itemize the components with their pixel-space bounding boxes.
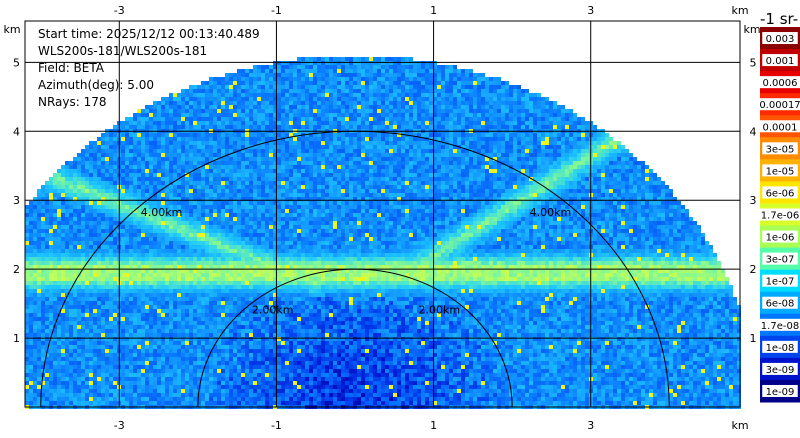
colorbar-label-bg [762, 164, 798, 177]
colorbar-label: 0.001 [766, 56, 795, 67]
colorbar-label-bg [755, 318, 800, 331]
colorbar-label: 1e-06 [766, 233, 795, 244]
y-tick-label-left: 3 [13, 194, 20, 207]
colorbar-label: 1e-09 [766, 387, 795, 398]
colorbar-label: 0.0001 [763, 122, 798, 133]
y-tick-label-left: 1 [13, 332, 20, 345]
x-tick-label-top: -3 [114, 4, 125, 17]
range-ring [197, 268, 513, 408]
colorbar-label-bg [762, 32, 798, 45]
colorbar-title: -1 sr- [760, 10, 799, 28]
colorbar-label-bg [755, 98, 800, 111]
field-label: Field: BETA [38, 61, 104, 75]
y-tick-label-right: 3 [750, 194, 757, 207]
instrument-label: WLS200s-181/WLS200s-181 [38, 44, 208, 58]
colorbar-label: 6e-08 [766, 299, 795, 310]
y-tick-label-left: 4 [13, 125, 20, 138]
colorbar-label: 6e-06 [766, 188, 795, 199]
colorbar-label-bg [759, 120, 800, 133]
x-tick-label-bottom: 3 [587, 419, 594, 432]
colorbar-label-bg [762, 142, 798, 155]
y-unit-label-left: km [3, 23, 20, 36]
y-tick-label-left: 2 [13, 263, 20, 276]
x-unit-label-top: km [731, 4, 748, 17]
colorbar-label-bg [762, 296, 798, 309]
colorbar: 0.003 0.001 0.0006 0.00017 0.0001 3e-05 1e-05 6… [755, 27, 800, 403]
colorbar-label: 1e-07 [766, 277, 795, 288]
y-tick-label-right: 5 [750, 56, 757, 69]
plot-frame [24, 20, 741, 408]
colorbar-label: 3e-09 [766, 365, 795, 376]
colorbar-label-bg [762, 274, 798, 287]
azimuth-label: Azimuth(deg): 5.00 [38, 78, 155, 92]
grid-lines [25, 21, 740, 407]
colorbar-label-bg [762, 252, 798, 265]
x-tick-label-bottom: -1 [271, 419, 282, 432]
colorbar-label-bg [762, 340, 798, 353]
x-tick-label-bottom: -3 [114, 419, 125, 432]
colorbar-label-bg [762, 186, 798, 199]
range-ring-label: 2.00km [252, 304, 294, 317]
colorbar-label: 1.7e-06 [761, 211, 799, 222]
colorbar-label: 0.003 [766, 34, 795, 45]
x-tick-label-top: 1 [430, 4, 437, 17]
y-unit-label-right: km [743, 23, 760, 36]
colorbar-label-bg [762, 384, 798, 397]
colorbar-label: 3e-07 [766, 255, 795, 266]
y-tick-label-right: 4 [750, 125, 757, 138]
plot-info-panel: Start time: 2025/12/12 00:13:40.489 WLS2… [38, 26, 260, 111]
x-unit-label-bottom: km [731, 419, 748, 432]
start-time-label: Start time: 2025/12/12 00:13:40.489 [38, 27, 260, 41]
x-tick-label-top: 3 [587, 4, 594, 17]
y-tick-label-right: 2 [750, 263, 757, 276]
colorbar-label: 3e-05 [766, 144, 795, 155]
colorbar-label: 1.7e-08 [761, 321, 799, 332]
nrays-label: NRays: 178 [38, 95, 107, 109]
colorbar-label: 1e-08 [766, 343, 795, 354]
y-tick-label-right: 1 [750, 332, 757, 345]
colorbar-label: 1e-05 [766, 166, 795, 177]
colorbar-label: 0.0006 [763, 78, 798, 89]
colorbar-label-bg [762, 54, 798, 67]
range-ring-label: 4.00km [530, 206, 572, 219]
range-ring [40, 131, 670, 408]
range-ring-label: 4.00km [141, 206, 183, 219]
backscatter-heatmap [25, 57, 741, 409]
y-tick-label-left: 5 [13, 56, 20, 69]
x-tick-label-bottom: 1 [430, 419, 437, 432]
colorbar-label: 0.00017 [759, 100, 800, 111]
colorbar-label-bg [762, 230, 798, 243]
x-tick-label-top: -1 [271, 4, 282, 17]
colorbar-label-bg [755, 208, 800, 221]
colorbar-label-bg [759, 76, 800, 89]
range-ring-label: 2.00km [419, 304, 461, 317]
colorbar-label-bg [762, 362, 798, 375]
